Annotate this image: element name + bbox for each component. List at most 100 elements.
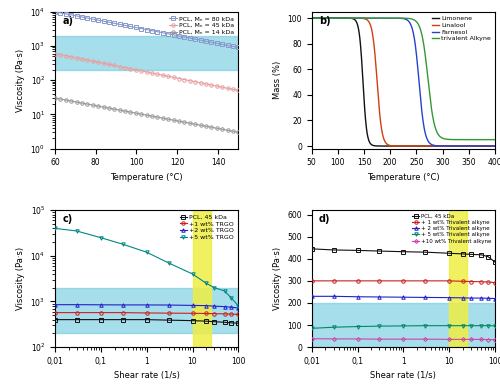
+ 1 wt% Trivalent alkyne — [422, 278, 428, 283]
PCL, Mₙ = 80 kDa — [230, 44, 236, 49]
PCL, Mₙ = 14 kDa — [74, 100, 80, 105]
PCL, Mₙ = 80 kDa — [236, 45, 242, 50]
PCL, Mₙ = 45 kDa — [95, 60, 101, 65]
PCL, Mₙ = 45 kDa — [182, 77, 188, 82]
+5 wt% TRGO — [204, 281, 210, 285]
Y-axis label: Viscosity (Pa·s): Viscosity (Pa·s) — [16, 49, 25, 112]
PCL, Mₙ = 80 kDa — [63, 11, 69, 16]
+ 1 wt% Trivalent alkyne — [460, 279, 466, 284]
+ 1 wt% Trivalent alkyne — [354, 278, 360, 283]
PCL, Mₙ = 45 kDa — [203, 82, 209, 86]
+1 wt% TRGO — [222, 312, 228, 316]
PCL, 45 kDa — [446, 251, 452, 255]
Limonene — [320, 16, 326, 20]
+1 wt% TRGO — [204, 311, 210, 316]
PCL, Mₙ = 14 kDa — [208, 125, 214, 129]
+ 1 wt% Trivalent alkyne — [400, 278, 406, 283]
Farnesol — [448, 144, 454, 148]
PCL, Mₙ = 14 kDa — [90, 103, 96, 107]
+2 wt% TRGO — [190, 303, 196, 308]
PCL, Mₙ = 80 kDa — [165, 32, 171, 36]
PCL, Mₙ = 80 kDa — [90, 17, 96, 21]
PCL, Mₙ = 14 kDa — [187, 121, 193, 126]
PCL, Mₙ = 80 kDa — [122, 23, 128, 28]
Linalool — [466, 144, 472, 148]
PCL, Mₙ = 14 kDa — [219, 127, 225, 131]
PCL, Mₙ = 14 kDa — [79, 101, 85, 105]
+1 wt% TRGO — [52, 310, 58, 315]
Line: +5 wt% TRGO: +5 wt% TRGO — [54, 227, 240, 308]
+1 wt% TRGO — [212, 311, 218, 316]
+10 wt% Trivalent alkyne — [468, 337, 474, 342]
PCL, Mₙ = 14 kDa — [165, 117, 171, 122]
PCL, Mₙ = 80 kDa — [187, 35, 193, 40]
PCL, Mₙ = 80 kDa — [95, 18, 101, 23]
PCL, Mₙ = 80 kDa — [192, 37, 198, 41]
PCL, 45 kDa — [400, 249, 406, 254]
+ 1 wt% Trivalent alkyne — [376, 278, 382, 283]
PCL, Mₙ = 80 kDa — [182, 35, 188, 39]
+10 wt% Trivalent alkyne — [492, 337, 498, 342]
Farnesol — [415, 69, 421, 74]
Limonene — [426, 144, 432, 148]
+ 5 wt% Trivalent alkyne — [400, 324, 406, 328]
Limonene — [420, 144, 426, 148]
PCL, 45 kDa — [492, 260, 498, 264]
PCL, Mₙ = 80 kDa — [160, 30, 166, 35]
Line: PCL, Mₙ = 45 kDa: PCL, Mₙ = 45 kDa — [54, 52, 240, 92]
PCL, Mₙ = 45 kDa — [170, 75, 176, 80]
PCL, Mₙ = 80 kDa — [138, 26, 144, 31]
+5 wt% TRGO — [52, 226, 58, 231]
Y-axis label: Mass (%): Mass (%) — [273, 61, 282, 99]
+1 wt% TRGO — [236, 312, 242, 317]
Line: + 2 wt% Trivalent alkyne: + 2 wt% Trivalent alkyne — [310, 294, 496, 300]
+ 1 wt% Trivalent alkyne — [485, 280, 491, 284]
Limonene — [308, 16, 314, 20]
Farnesol — [426, 139, 432, 144]
Legend: PCL, Mₙ = 80 kDa, PCL, Mₙ = 45 kDa, PCL, Mₙ = 14 kDa: PCL, Mₙ = 80 kDa, PCL, Mₙ = 45 kDa, PCL,… — [168, 15, 235, 36]
Line: +1 wt% TRGO: +1 wt% TRGO — [54, 311, 240, 316]
+5 wt% TRGO — [212, 285, 218, 290]
PCL, 45 kDa — [485, 254, 491, 259]
PCL, Mₙ = 14 kDa — [236, 130, 242, 135]
+ 2 wt% Trivalent alkyne — [330, 294, 336, 299]
Text: b): b) — [319, 16, 330, 26]
+ 5 wt% Trivalent alkyne — [376, 324, 382, 328]
+10 wt% Trivalent alkyne — [308, 336, 314, 341]
Line: PCL, Mₙ = 80 kDa: PCL, Mₙ = 80 kDa — [54, 10, 240, 49]
+10 wt% Trivalent alkyne — [376, 337, 382, 342]
+ 2 wt% Trivalent alkyne — [460, 296, 466, 300]
+ 2 wt% Trivalent alkyne — [308, 294, 314, 299]
PCL, Mₙ = 45 kDa — [214, 84, 220, 89]
PCL, Mₙ = 45 kDa — [79, 57, 85, 61]
+1 wt% TRGO — [120, 310, 126, 315]
Line: + 1 wt% Trivalent alkyne: + 1 wt% Trivalent alkyne — [310, 279, 496, 284]
+ 2 wt% Trivalent alkyne — [422, 295, 428, 300]
trivalent Alkyne — [426, 81, 432, 86]
+1 wt% TRGO — [190, 311, 196, 316]
PCL, 45 kDa — [376, 249, 382, 254]
trivalent Alkyne — [420, 38, 426, 43]
+ 5 wt% Trivalent alkyne — [468, 323, 474, 328]
+1 wt% TRGO — [166, 311, 172, 316]
PCL, Mₙ = 80 kDa — [79, 14, 85, 19]
Limonene — [415, 144, 421, 148]
+ 5 wt% Trivalent alkyne — [485, 323, 491, 328]
PCL, Mₙ = 45 kDa — [198, 80, 203, 85]
PCL, Mₙ = 45 kDa — [58, 52, 64, 57]
PCL, Mₙ = 80 kDa — [219, 42, 225, 47]
PCL, Mₙ = 45 kDa — [165, 74, 171, 79]
PCL, Mₙ = 45 kDa — [128, 66, 134, 71]
PCL, 45 kDa — [74, 317, 80, 322]
PCL, Mₙ = 14 kDa — [68, 99, 74, 103]
+ 2 wt% Trivalent alkyne — [354, 294, 360, 299]
PCL, 45 kDa — [460, 252, 466, 256]
Farnesol — [308, 16, 314, 20]
Farnesol — [466, 144, 472, 148]
PCL, Mₙ = 80 kDa — [68, 12, 74, 17]
PCL, Mₙ = 14 kDa — [170, 118, 176, 122]
trivalent Alkyne — [308, 16, 314, 20]
+5 wt% TRGO — [144, 250, 150, 255]
Legend: PCL, 45 kDa, +1 wt% TRGO, +2 wt% TRGO, +5 wt% TRGO: PCL, 45 kDa, +1 wt% TRGO, +2 wt% TRGO, +… — [178, 213, 235, 241]
PCL, 45 kDa — [354, 248, 360, 253]
